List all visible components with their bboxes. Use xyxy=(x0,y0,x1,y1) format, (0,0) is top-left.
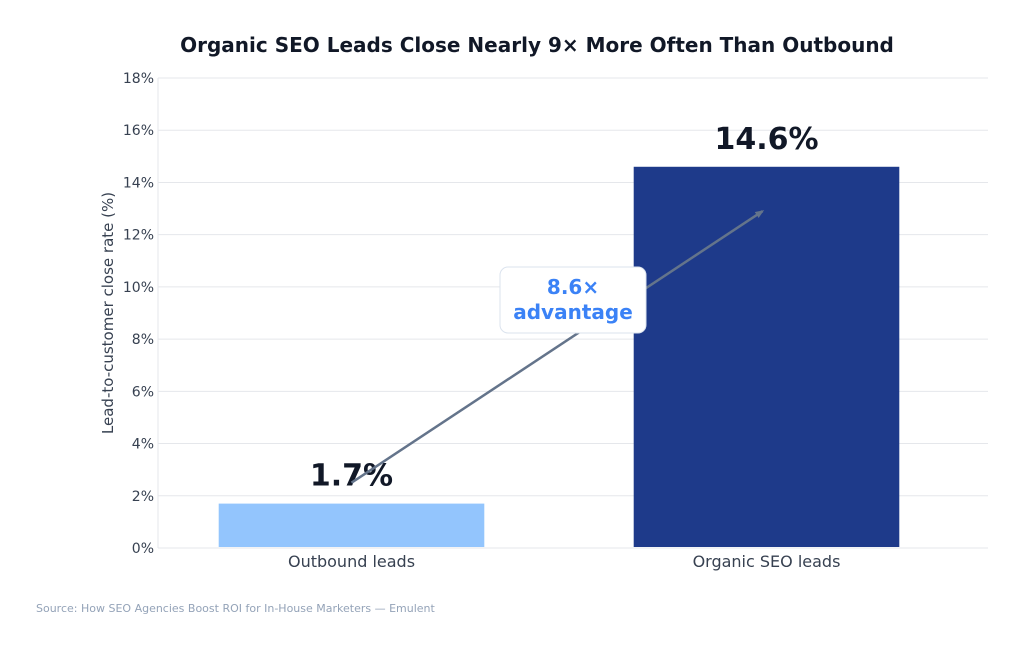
bar-0 xyxy=(218,503,485,547)
annotation: 8.6×advantage xyxy=(350,210,765,484)
bar-value-label: 14.6% xyxy=(714,122,818,157)
y-tick-label: 2% xyxy=(132,489,154,505)
advantage-label: advantage xyxy=(513,300,633,324)
y-tick-label: 8% xyxy=(132,332,154,348)
advantage-box xyxy=(499,266,647,334)
x-tick-label: Outbound leads xyxy=(288,552,415,571)
y-tick-label: 0% xyxy=(132,541,154,557)
bars xyxy=(218,166,900,547)
y-tick-label: 12% xyxy=(123,228,154,244)
bar-1 xyxy=(633,166,900,547)
y-tick-label: 6% xyxy=(132,384,154,400)
y-tick-label: 18% xyxy=(123,71,154,87)
y-tick-label: 16% xyxy=(123,123,154,139)
y-tick-label: 10% xyxy=(123,280,154,296)
advantage-arrow xyxy=(350,210,765,484)
y-tick-label: 14% xyxy=(123,175,154,191)
chart-title: Organic SEO Leads Close Nearly 9× More O… xyxy=(180,33,894,57)
axes xyxy=(157,78,988,549)
y-tick-label: 4% xyxy=(132,437,154,453)
source-note: Source: How SEO Agencies Boost ROI for I… xyxy=(36,602,435,615)
y-axis-label: Lead-to-customer close rate (%) xyxy=(99,192,117,434)
x-tick-label: Organic SEO leads xyxy=(693,552,841,571)
labels: 0%2%4%6%8%10%12%14%16%18%1.7%Outbound le… xyxy=(123,71,841,571)
advantage-multiplier: 8.6× xyxy=(547,275,599,299)
